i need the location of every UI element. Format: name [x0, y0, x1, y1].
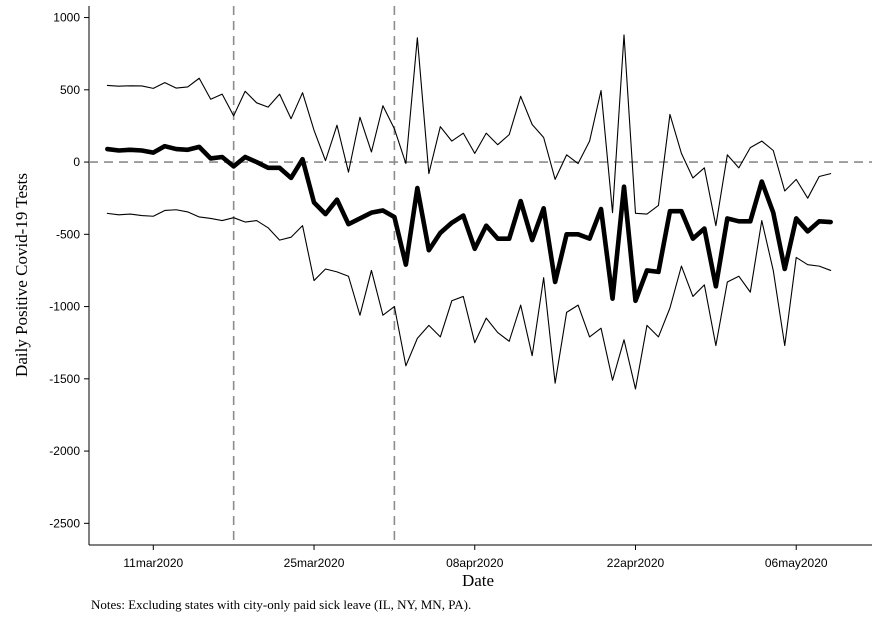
x-tick-label: 08apr2020 [446, 556, 504, 570]
x-tick-label: 25mar2020 [284, 556, 345, 570]
y-tick-label: -1000 [49, 300, 80, 314]
y-tick-label: 500 [60, 83, 80, 97]
chart-note: Notes: Excluding states with city-only p… [91, 597, 472, 612]
y-tick-label: -1500 [49, 372, 80, 386]
y-tick-label: 0 [73, 155, 80, 169]
series-layer [105, 34, 833, 390]
x-tick-label: 22apr2020 [607, 556, 665, 570]
x-axis: 11mar2020 25mar2020 08apr2020 22apr2020 06ma… [123, 545, 828, 570]
lower-confidence-band-line [106, 209, 832, 390]
upper-confidence-band-line [106, 34, 832, 227]
y-tick-label: 1000 [53, 11, 80, 25]
y-tick-label: -2500 [49, 516, 80, 530]
y-axis-title: Daily Positive Covid-19 Tests [12, 173, 31, 377]
x-axis-title: Date [462, 571, 494, 590]
x-tick-label: 11mar2020 [123, 556, 183, 570]
x-tick-label: 06may2020 [765, 556, 828, 570]
y-tick-label: -2000 [49, 444, 80, 458]
y-axis: 1000 500 0 -500 -1000 -1500 -2000 -2500 [49, 11, 89, 530]
y-tick-label: -500 [56, 227, 80, 241]
plot-area [88, 6, 872, 546]
reference-lines [89, 6, 872, 545]
point-estimate-line [105, 143, 833, 304]
